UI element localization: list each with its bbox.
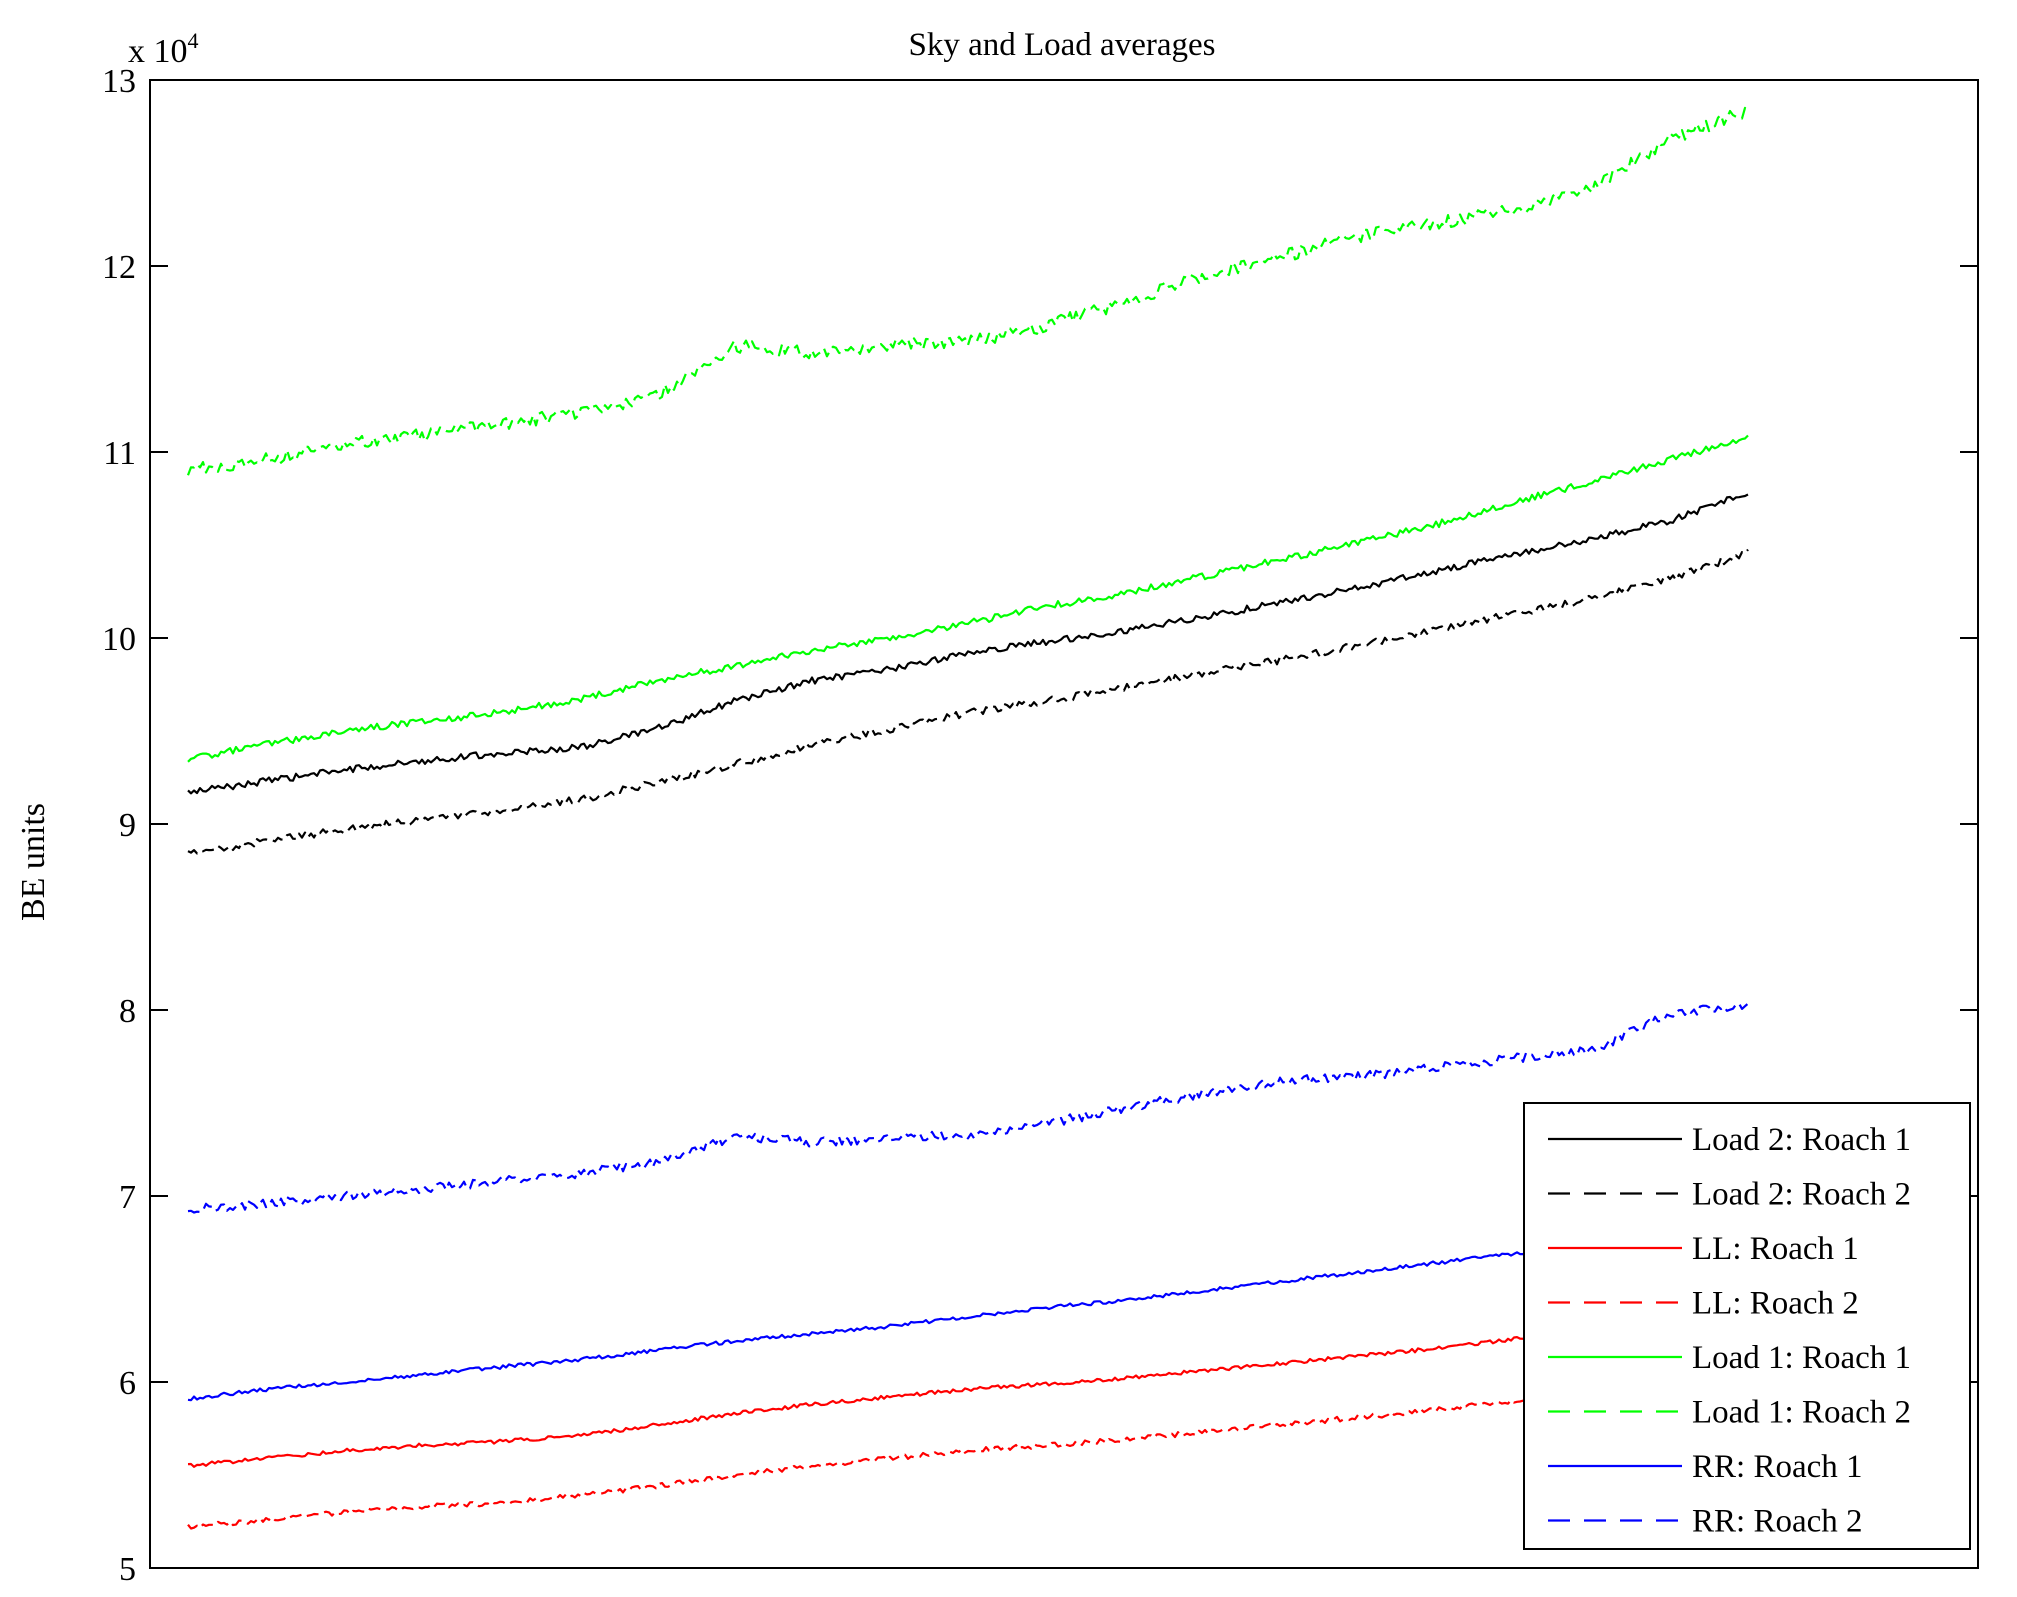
legend-label: RR: Roach 2 xyxy=(1692,1504,1863,1540)
series-line-5 xyxy=(187,434,1749,763)
axes-layer: 5 6 7 8 9 10 11 12 13 xyxy=(102,63,1979,1588)
legend-item: RR: Roach 1 xyxy=(1548,1449,1863,1485)
series-line-4 xyxy=(187,1368,1749,1530)
y-axis-label: BE units xyxy=(15,803,52,921)
series-line-2 xyxy=(187,548,1749,855)
series-line-8 xyxy=(187,1002,1749,1214)
y-axis-exponent-base: x 10 xyxy=(128,33,188,70)
y-tick-label: 9 xyxy=(119,807,136,844)
legend-item: Load 2: Roach 2 xyxy=(1548,1177,1911,1213)
legend-item: Load 1: Roach 1 xyxy=(1548,1340,1911,1376)
y-tick-label: 13 xyxy=(102,63,136,100)
chart-title: Sky and Load averages xyxy=(909,27,1216,63)
series-layer xyxy=(186,106,1749,1530)
legend-label: LL: Roach 2 xyxy=(1692,1286,1859,1322)
legend-label: Load 1: Roach 1 xyxy=(1692,1340,1911,1376)
legend-label: Load 1: Roach 2 xyxy=(1692,1395,1911,1431)
series-line-3 xyxy=(187,1307,1749,1468)
y-tick-label: 8 xyxy=(119,993,136,1030)
legend-item: Load 1: Roach 2 xyxy=(1548,1395,1911,1431)
legend-label: Load 2: Roach 1 xyxy=(1692,1122,1911,1158)
y-tick-label: 6 xyxy=(119,1365,136,1402)
y-tick-label: 12 xyxy=(102,249,136,286)
legend-label: LL: Roach 1 xyxy=(1692,1231,1859,1267)
legend-item: Load 2: Roach 1 xyxy=(1548,1122,1911,1158)
y-axis-exponent-power: 4 xyxy=(188,28,199,53)
legend-item: RR: Roach 2 xyxy=(1548,1504,1863,1540)
legend-item: LL: Roach 2 xyxy=(1548,1286,1859,1322)
legend-label: RR: Roach 1 xyxy=(1692,1449,1863,1485)
y-tick-label: 11 xyxy=(103,435,136,472)
series-line-6 xyxy=(186,106,1749,476)
legend-label: Load 2: Roach 2 xyxy=(1692,1177,1911,1213)
series-line-1 xyxy=(187,493,1749,795)
legend: Load 2: Roach 1 Load 2: Roach 2 LL: Roach … xyxy=(1523,1102,1971,1550)
y-tick-label: 10 xyxy=(102,621,136,658)
series-line-7 xyxy=(187,1217,1749,1402)
legend-item: LL: Roach 1 xyxy=(1548,1231,1859,1267)
y-axis-exponent: x 104 xyxy=(128,28,199,70)
legend-box xyxy=(1523,1102,1971,1550)
y-tick-label: 7 xyxy=(119,1179,136,1216)
y-tick-label: 5 xyxy=(119,1551,136,1588)
